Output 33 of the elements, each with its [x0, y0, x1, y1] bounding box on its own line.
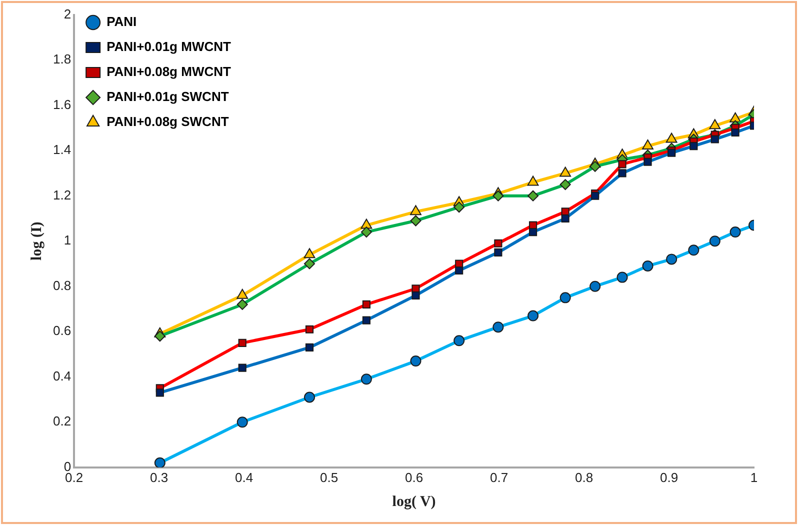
y-tick-label: 1.6 — [52, 96, 72, 112]
point — [666, 132, 678, 143]
y-tick-label: 0.8 — [52, 278, 72, 293]
point — [410, 205, 422, 216]
y-tick-label: 0.4 — [52, 368, 72, 384]
legend-label: PANI+0.01g MWCNT — [106, 39, 231, 54]
legend-label: PANI+0.08g MWCNT — [106, 64, 231, 80]
y-tick-label: 1.2 — [52, 187, 72, 202]
legend-label: PANI+0.01g SWCNT — [106, 89, 229, 104]
x-tick-label: 0.8 — [574, 470, 594, 485]
point — [304, 248, 316, 258]
y-tick-label: 0 — [64, 458, 72, 474]
x-tick-label: 0.5 — [320, 470, 338, 485]
x-tick-label: 0.6 — [404, 470, 424, 485]
x-tick-label: 1 — [750, 470, 758, 485]
point — [642, 140, 654, 150]
point — [527, 176, 539, 186]
x-tick-label: 0.7 — [490, 470, 508, 485]
legend-label: PANI+0.08g SWCNT — [106, 114, 229, 130]
x-tick-label: 0.4 — [235, 470, 254, 485]
y-tick-label: 0.6 — [52, 323, 72, 338]
y-tick-label: 0.2 — [52, 414, 72, 429]
point — [560, 166, 572, 177]
x-tick-label: 0.9 — [660, 470, 678, 485]
point — [709, 119, 721, 130]
legend-label: PANI — [106, 14, 137, 30]
x-tick-label: 0.3 — [150, 470, 168, 485]
x-axis-title: log( V) — [392, 494, 436, 510]
y-tick-label: 1.4 — [52, 142, 72, 158]
y-tick-label: 1.8 — [52, 52, 72, 67]
y-tick-label: 1 — [64, 232, 72, 248]
y-tick-label: 2 — [64, 6, 72, 22]
y-axis-title: log (I) — [28, 222, 45, 260]
